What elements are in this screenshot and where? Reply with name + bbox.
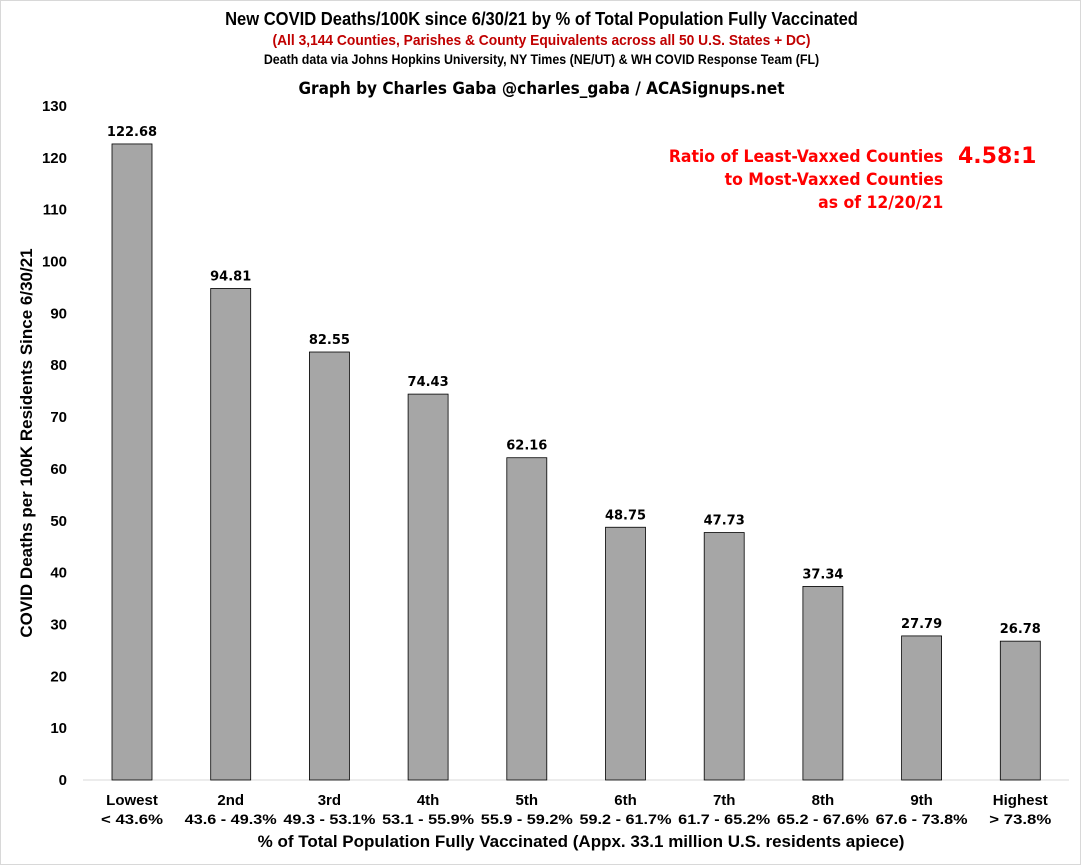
x-tick-label: 6th (614, 792, 637, 809)
y-tick-label: 100 (42, 254, 67, 271)
x-tick-range: < 43.6% (101, 811, 164, 827)
y-tick-label: 10 (50, 720, 67, 737)
bar (901, 635, 942, 781)
x-tick-label: 7th (713, 792, 736, 809)
bar (802, 586, 844, 781)
x-tick-range: 49.3 - 53.1% (283, 811, 376, 827)
bar (999, 640, 1041, 781)
x-tick-label: 2nd (217, 792, 244, 809)
y-tick-label: 20 (50, 668, 67, 685)
y-tick-label: 60 (50, 461, 67, 478)
x-tick-label: Highest (993, 792, 1048, 809)
y-tick-label: 30 (50, 616, 67, 633)
bar (703, 532, 745, 781)
annotation-ratio: 4.58:1 (958, 144, 1037, 169)
x-axis-label: % of Total Population Fully Vaccinated (… (257, 832, 905, 851)
x-tick-range: 59.2 - 61.7% (580, 811, 673, 827)
x-tick-label: 8th (812, 792, 835, 809)
data-label: 48.75 (605, 508, 646, 523)
x-tick-label: Lowest (106, 792, 158, 809)
data-label: 47.73 (704, 514, 745, 529)
annotation: Ratio of Least-Vaxxed Counties to Most-V… (645, 146, 943, 215)
x-tick-range: 43.6 - 49.3% (185, 811, 278, 827)
bar (308, 351, 350, 781)
annotation-line: Ratio of Least-Vaxxed Counties (668, 147, 943, 167)
bar (111, 143, 153, 781)
y-tick-label: 40 (50, 565, 67, 582)
annotation-line: to Most-Vaxxed Counties (724, 170, 943, 190)
y-tick-label: 110 (43, 202, 67, 219)
x-tick-range: 67.6 - 73.8% (876, 811, 969, 827)
chart-subtitle: (All 3,144 Counties, Parishes & County E… (272, 32, 811, 49)
bar (210, 288, 252, 781)
y-tick-label: 120 (42, 150, 67, 167)
x-tick-label: 3rd (318, 792, 341, 809)
x-tick-label: 9th (910, 792, 933, 809)
y-tick-label: 130 (42, 98, 67, 115)
data-label: 37.34 (802, 567, 843, 582)
data-label: 94.81 (210, 269, 251, 284)
annotation-line: as of 12/20/21 (817, 193, 943, 213)
chart-source: Death data via Johns Hopkins University,… (263, 52, 820, 67)
bar (506, 457, 548, 781)
data-label: 27.79 (901, 617, 942, 632)
y-tick-label: 80 (50, 357, 67, 374)
data-label: 26.78 (1000, 622, 1041, 637)
y-tick-label: 70 (50, 409, 67, 426)
y-tick-label: 50 (50, 513, 67, 530)
y-tick-label: 90 (50, 305, 67, 322)
data-label: 74.43 (408, 375, 449, 390)
bar (407, 393, 449, 781)
x-tick-range: 55.9 - 59.2% (481, 811, 574, 827)
data-label: 122.68 (107, 125, 157, 140)
x-tick-range: 61.7 - 65.2% (678, 811, 771, 827)
chart-credit: Graph by Charles Gaba @charles_gaba / AC… (298, 79, 785, 99)
chart-title: New COVID Deaths/100K since 6/30/21 by %… (225, 9, 858, 29)
data-label: 82.55 (309, 333, 350, 348)
x-tick-range: > 73.8% (989, 811, 1052, 827)
x-tick-label: 4th (417, 792, 440, 809)
data-label: 62.16 (506, 439, 547, 454)
x-tick-range: 65.2 - 67.6% (777, 811, 870, 827)
bar (605, 526, 646, 781)
x-tick-range: 53.1 - 55.9% (382, 811, 475, 827)
y-tick-label: 0 (59, 772, 67, 789)
x-tick-label: 5th (516, 792, 539, 809)
